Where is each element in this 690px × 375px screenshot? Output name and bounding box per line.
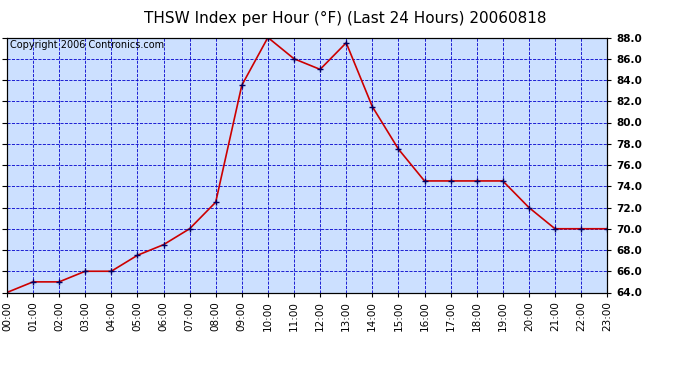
Text: THSW Index per Hour (°F) (Last 24 Hours) 20060818: THSW Index per Hour (°F) (Last 24 Hours)… <box>144 11 546 26</box>
Text: Copyright 2006 Contronics.com: Copyright 2006 Contronics.com <box>10 40 164 50</box>
